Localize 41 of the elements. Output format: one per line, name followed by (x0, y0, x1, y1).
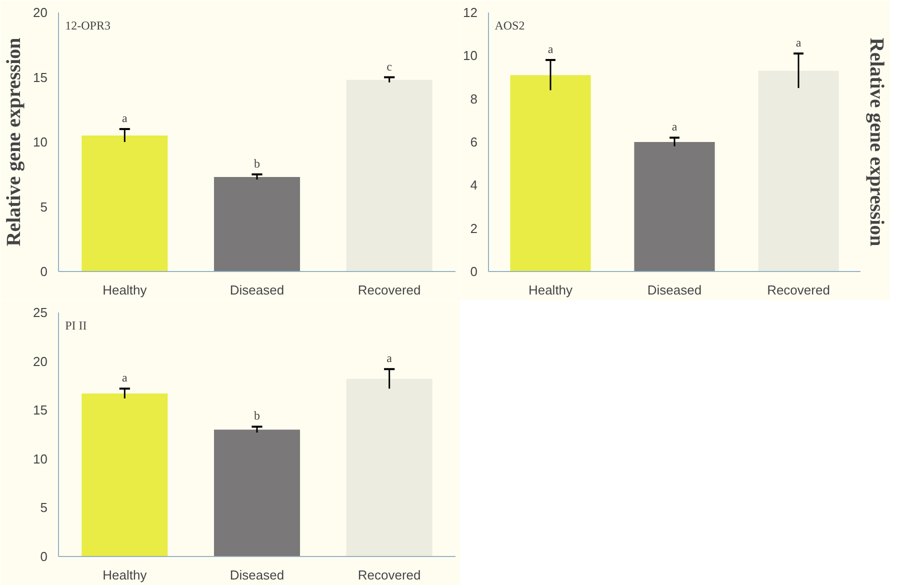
y-tick-label: 6 (470, 134, 478, 150)
annotation: c (386, 59, 392, 74)
y-tick-label: 20 (33, 5, 48, 20)
annotation: a (386, 351, 393, 366)
x-tick-label: Recovered (358, 282, 421, 298)
y-tick-label: 10 (33, 134, 48, 150)
annotation: a (796, 36, 802, 50)
y-axis-title: Relative gene expression (866, 38, 888, 246)
annotation: b (254, 156, 260, 170)
y-tick-label: 12 (463, 5, 478, 20)
y-axis-title: Relative gene expression (3, 38, 26, 246)
y-tick-label: 15 (33, 70, 48, 85)
y-tick-label: 8 (470, 91, 478, 106)
x-tick-label: Healthy (102, 282, 148, 298)
y-tick-label: 25 (33, 305, 48, 320)
y-tick-label: 2 (470, 220, 478, 236)
x-tick-label: Diseased (647, 282, 702, 298)
annotation: a (122, 370, 128, 385)
annotation: a (122, 111, 128, 126)
y-tick-label: 5 (40, 199, 48, 214)
x-tick-label: Recovered (358, 568, 421, 582)
x-tick-label: Diseased (230, 282, 284, 298)
y-tick-label: 10 (33, 451, 48, 466)
x-tick-label: Healthy (528, 282, 574, 298)
x-tick-label: Healthy (102, 568, 148, 582)
x-tick-label: Recovered (767, 282, 830, 298)
y-tick-label: 5 (40, 500, 48, 516)
text: 12-OPR3 (65, 18, 110, 32)
y-tick-label: 0 (470, 264, 478, 279)
text: PI II (65, 318, 87, 332)
annotation: a (672, 120, 678, 134)
x-tick-label: Diseased (230, 568, 284, 582)
y-tick-label: 0 (40, 549, 48, 564)
annotation: b (254, 408, 260, 423)
annotation: a (548, 42, 554, 56)
y-tick-label: 4 (470, 178, 478, 193)
y-tick-label: 0 (40, 264, 48, 279)
y-tick-label: 10 (463, 48, 478, 64)
y-tick-label: 20 (33, 354, 48, 369)
text: AOS2 (494, 18, 525, 32)
y-tick-label: 15 (33, 402, 48, 418)
